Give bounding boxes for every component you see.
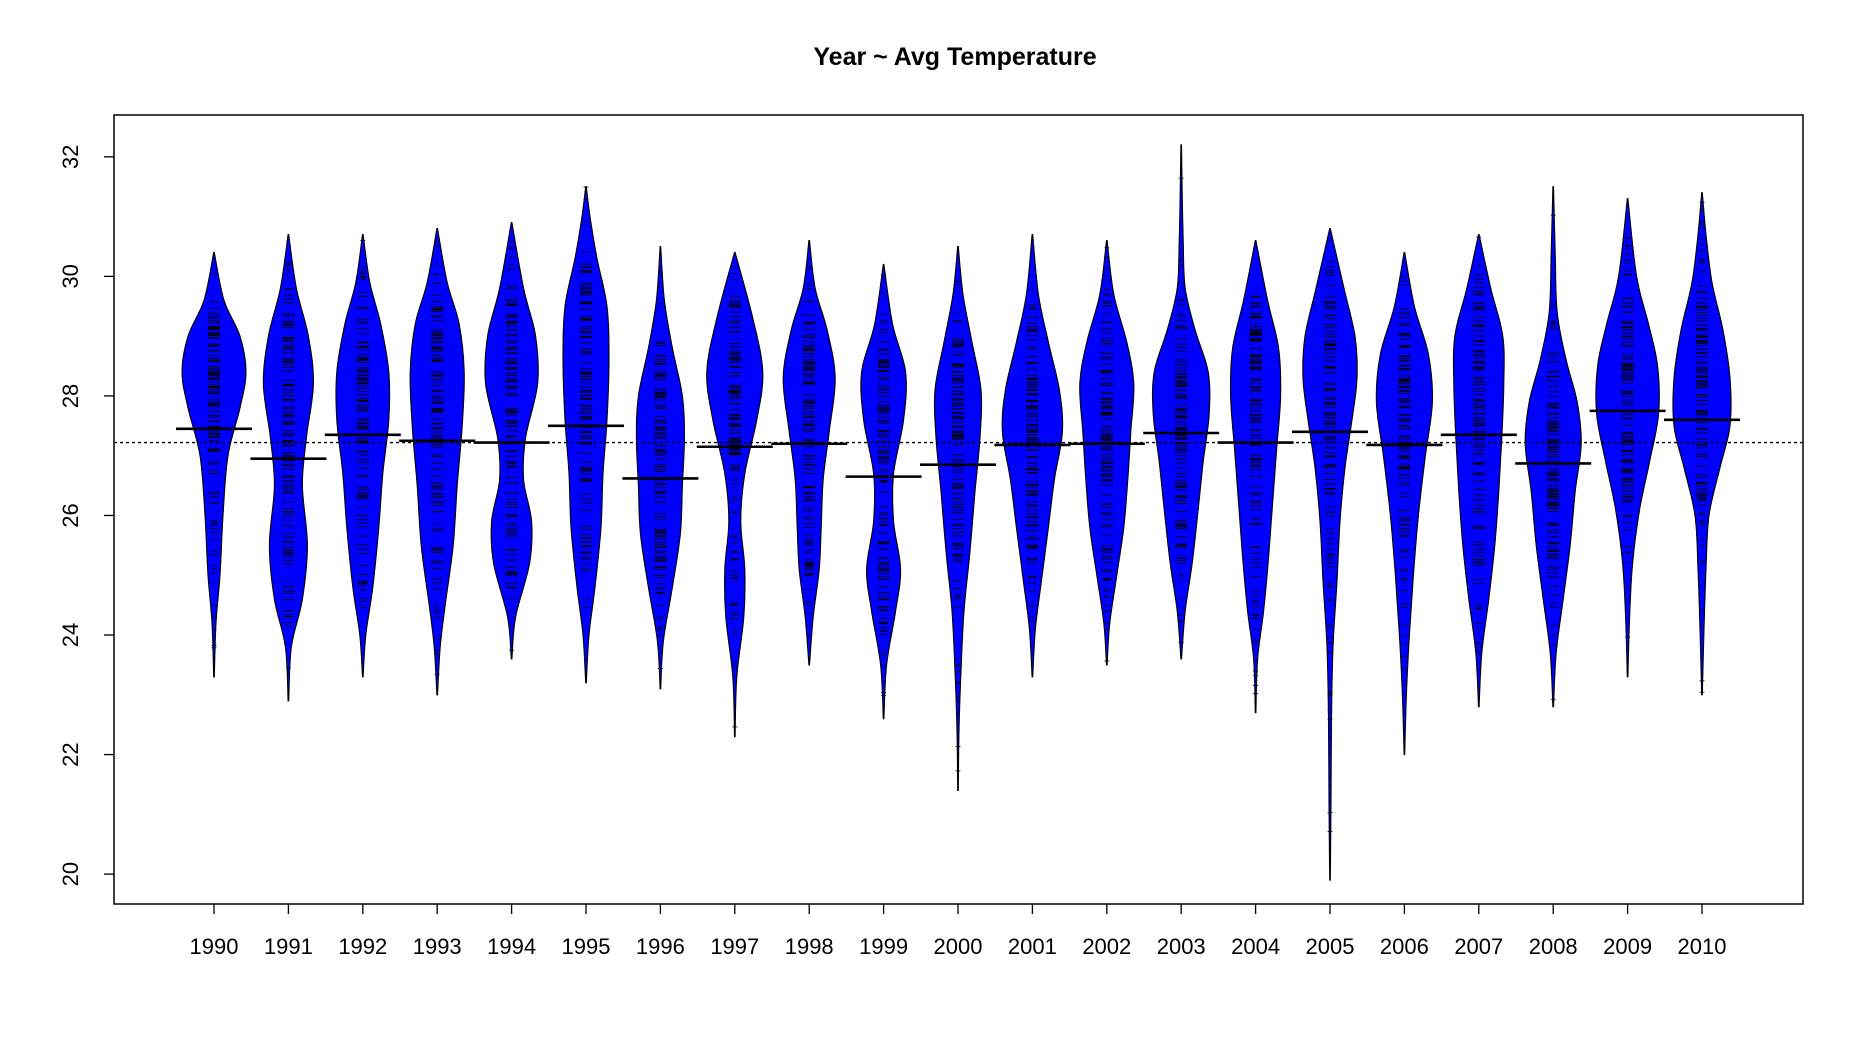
bean-lines	[1547, 214, 1560, 700]
x-tick-label: 2009	[1603, 934, 1652, 959]
bean-shape	[484, 222, 539, 660]
bean-2009	[1589, 198, 1666, 678]
bean-shape	[1375, 251, 1434, 756]
bean-shape	[1079, 239, 1135, 666]
bean-lines	[952, 280, 964, 772]
y-tick-label: 32	[58, 145, 83, 169]
chart-title: Year ~ Avg Temperature	[813, 43, 1096, 71]
bean-shape	[1151, 144, 1211, 660]
bean-2006	[1366, 251, 1443, 756]
x-tick-label: 2002	[1082, 934, 1131, 959]
y-tick-label: 20	[58, 862, 83, 886]
bean-lines	[580, 186, 592, 608]
bean-2001	[994, 234, 1071, 678]
bean-lines	[728, 266, 741, 728]
bean-shape	[635, 245, 685, 690]
bean-shape	[782, 239, 836, 666]
bean-1997	[696, 251, 773, 738]
x-tick-label: 1996	[636, 934, 685, 959]
x-tick-label: 1993	[413, 934, 462, 959]
bean-lines	[1472, 236, 1485, 671]
y-tick-label: 24	[58, 623, 83, 647]
bean-shape	[562, 186, 610, 684]
x-tick-label: 1994	[487, 934, 536, 959]
bean-2003	[1143, 144, 1220, 660]
y-tick-label: 26	[58, 503, 83, 527]
x-tick-label: 2007	[1454, 934, 1503, 959]
x-axis: 1990 1991 1992 1993 1994 1995 1996 1997 1998 1999…	[190, 904, 1727, 959]
bean-shape	[335, 234, 391, 678]
bean-lines	[282, 262, 295, 669]
bean-1994	[473, 222, 550, 660]
x-tick-label: 1992	[338, 934, 387, 959]
y-tick-label: 22	[58, 742, 83, 766]
x-tick-label: 1999	[859, 934, 908, 959]
bean-lines	[1175, 177, 1188, 643]
bean-1991	[250, 234, 327, 702]
x-tick-label: 1990	[190, 934, 239, 959]
bean-2007	[1440, 234, 1517, 708]
bean-2010	[1664, 192, 1740, 696]
bean-lines	[877, 273, 890, 696]
bean-1995	[548, 186, 624, 684]
bean-2004	[1217, 239, 1294, 714]
bean-lines	[803, 265, 816, 643]
bean-lines	[505, 239, 518, 651]
x-tick-label: 2006	[1380, 934, 1429, 959]
y-tick-label: 28	[58, 384, 83, 408]
bean-lines	[208, 274, 220, 649]
bean-1990	[176, 251, 252, 678]
bean-1998	[771, 239, 848, 666]
bean-1996	[622, 245, 699, 690]
x-tick-label: 2001	[1008, 934, 1057, 959]
bean-1992	[324, 234, 401, 678]
bean-lines	[1026, 289, 1039, 628]
x-tick-label: 1997	[710, 934, 759, 959]
bean-shape	[706, 251, 764, 738]
bean-shape	[1001, 234, 1064, 678]
x-tick-label: 2005	[1306, 934, 1355, 959]
y-axis: 20 22 24 26 28 30 32	[58, 145, 114, 886]
bean-1993	[399, 228, 476, 696]
bean-2000	[920, 245, 996, 791]
x-tick-label: 2000	[934, 934, 983, 959]
x-tick-label: 1998	[785, 934, 834, 959]
bean-shape	[409, 228, 465, 696]
bean-shape	[1672, 192, 1732, 696]
x-tick-label: 2004	[1231, 934, 1280, 959]
bean-shape	[933, 245, 983, 791]
x-tick-label: 2010	[1678, 934, 1727, 959]
bean-lines	[1100, 247, 1113, 662]
x-tick-label: 1995	[562, 934, 611, 959]
y-tick-label: 30	[58, 264, 83, 288]
bean-2008	[1515, 186, 1592, 708]
bean-shape	[262, 234, 314, 702]
bean-shape	[1452, 234, 1505, 708]
bean-1999	[845, 263, 922, 720]
beans-layer	[176, 144, 1740, 881]
x-tick-label: 2003	[1157, 934, 1206, 959]
bean-2002	[1068, 239, 1145, 666]
bean-shape	[181, 251, 247, 678]
x-tick-label: 2008	[1529, 934, 1578, 959]
bean-lines	[654, 271, 667, 669]
x-tick-label: 1991	[264, 934, 313, 959]
bean-lines	[1398, 276, 1411, 696]
bean-lines	[1249, 295, 1262, 695]
bean-lines	[1696, 201, 1708, 693]
bean-2005	[1292, 228, 1368, 881]
bean-lines	[1621, 236, 1634, 638]
